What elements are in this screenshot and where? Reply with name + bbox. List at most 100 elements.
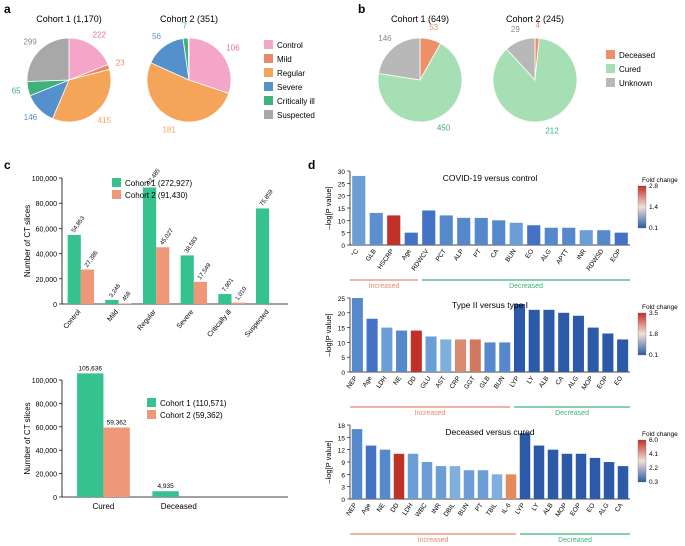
xtick-label: Deceased	[161, 502, 197, 511]
xtick-label: Critically ill	[206, 308, 233, 338]
legend-label: Unknown	[619, 79, 652, 88]
bar	[617, 339, 628, 372]
ytick-label: 10	[338, 340, 346, 347]
group-label: Increased	[369, 283, 400, 290]
y-axis-label: Number of CT slices	[23, 402, 32, 474]
bar	[426, 336, 437, 372]
legend-label: Deceased	[619, 51, 655, 60]
panel-a-label: a	[4, 2, 11, 16]
legend-label: Critically ill	[277, 97, 315, 106]
bar	[143, 187, 156, 304]
subplot-title: Type II versus type I	[452, 300, 528, 310]
legend-swatch	[264, 96, 273, 105]
xtick-label: INR	[576, 248, 588, 261]
pie-title: Cohort 1 (649)	[391, 14, 449, 24]
xtick-label: EOP	[569, 502, 583, 517]
colorbar-tick: 2.2	[649, 465, 658, 472]
colorbar	[638, 313, 646, 355]
legend-swatch	[264, 68, 273, 77]
legend-swatch	[606, 78, 615, 87]
xtick-label: Mild	[106, 309, 120, 323]
bar-value: 458	[122, 290, 133, 302]
bar	[588, 328, 599, 372]
slice-label: 106	[226, 44, 240, 53]
pie-title: Cohort 2 (351)	[160, 14, 218, 24]
bar	[604, 462, 615, 499]
ytick-label: 20,000	[36, 277, 58, 284]
slice-label: 23	[116, 58, 125, 67]
panel-d-label: d	[308, 158, 315, 172]
bar	[455, 339, 466, 372]
xtick-label: TBIL	[485, 502, 499, 518]
ytick-label: 5	[341, 355, 345, 362]
xtick-label: Age	[401, 248, 414, 262]
ytick-label: 0	[341, 243, 345, 250]
bar	[618, 466, 629, 499]
xtick-label: EO	[524, 248, 535, 260]
xtick-label: ALB	[542, 502, 555, 516]
bar	[380, 450, 391, 499]
legend-label: Regular	[277, 69, 305, 78]
bar-value: 1,010	[235, 286, 249, 302]
legend-swatch	[264, 82, 273, 91]
bar	[492, 474, 503, 499]
colorbar-tick: 0.1	[649, 225, 658, 232]
xtick-label: RDWSD	[586, 248, 606, 272]
pie-title: Cohort 1 (1,170)	[36, 14, 102, 24]
bar	[590, 458, 601, 499]
y-axis-label: –log[P value]	[324, 440, 333, 483]
xtick-label: GLU	[419, 375, 433, 390]
bar	[597, 230, 610, 245]
xtick-label: ALG	[597, 502, 610, 517]
bar	[506, 474, 517, 499]
legend-swatch	[264, 110, 273, 119]
bar	[422, 462, 433, 499]
legend-label: Cured	[619, 65, 641, 74]
ytick-label: 80,000	[36, 201, 58, 208]
slice-label: 299	[23, 38, 37, 47]
bar-value: 7,901	[222, 277, 236, 293]
bar	[408, 454, 419, 499]
slice-label: 56	[152, 32, 161, 41]
legend-swatch	[112, 178, 121, 187]
bar	[576, 454, 587, 499]
xtick-label: MOP	[554, 502, 568, 518]
xtick-label: NE	[376, 502, 387, 514]
xtick-label: LYP	[514, 502, 527, 516]
legend-label: Cohort 2 (59,362)	[160, 411, 223, 420]
bar	[68, 235, 81, 304]
xtick-label: Suspected	[244, 309, 271, 339]
xtick-label: ALG	[567, 375, 580, 390]
bar	[484, 342, 495, 372]
ytick-label: 100,000	[32, 176, 57, 183]
colorbar-tick: 1.4	[649, 204, 658, 211]
xtick-label: LY	[531, 502, 541, 513]
bar	[394, 454, 405, 499]
ytick-label: 10	[338, 218, 346, 225]
xtick-label: PCT	[435, 248, 448, 263]
bar	[370, 213, 383, 245]
xtick-label: LY	[526, 375, 536, 386]
ytick-label: 18	[338, 423, 346, 430]
xtick-label: Age	[361, 375, 374, 389]
bar	[411, 331, 422, 372]
bar	[367, 319, 378, 372]
group-label: Decreased	[509, 283, 543, 290]
ytick-label: 80,000	[36, 401, 58, 408]
bar-value: 105,636	[79, 365, 103, 372]
bar	[105, 300, 118, 304]
xtick-label: NE	[392, 375, 403, 387]
ytick-label: 40,000	[36, 252, 58, 259]
ytick-label: 5	[341, 231, 345, 238]
bar	[562, 454, 573, 499]
colorbar	[638, 186, 646, 228]
slice-label: 181	[162, 125, 176, 134]
xtick-label: DBIL	[443, 502, 457, 518]
bar	[440, 339, 451, 372]
ytick-label: 20	[338, 194, 346, 201]
bar	[366, 446, 377, 499]
ytick-label: 15	[338, 206, 346, 213]
slice-label: 29	[511, 25, 520, 34]
bar	[573, 316, 584, 372]
bar	[450, 466, 461, 499]
